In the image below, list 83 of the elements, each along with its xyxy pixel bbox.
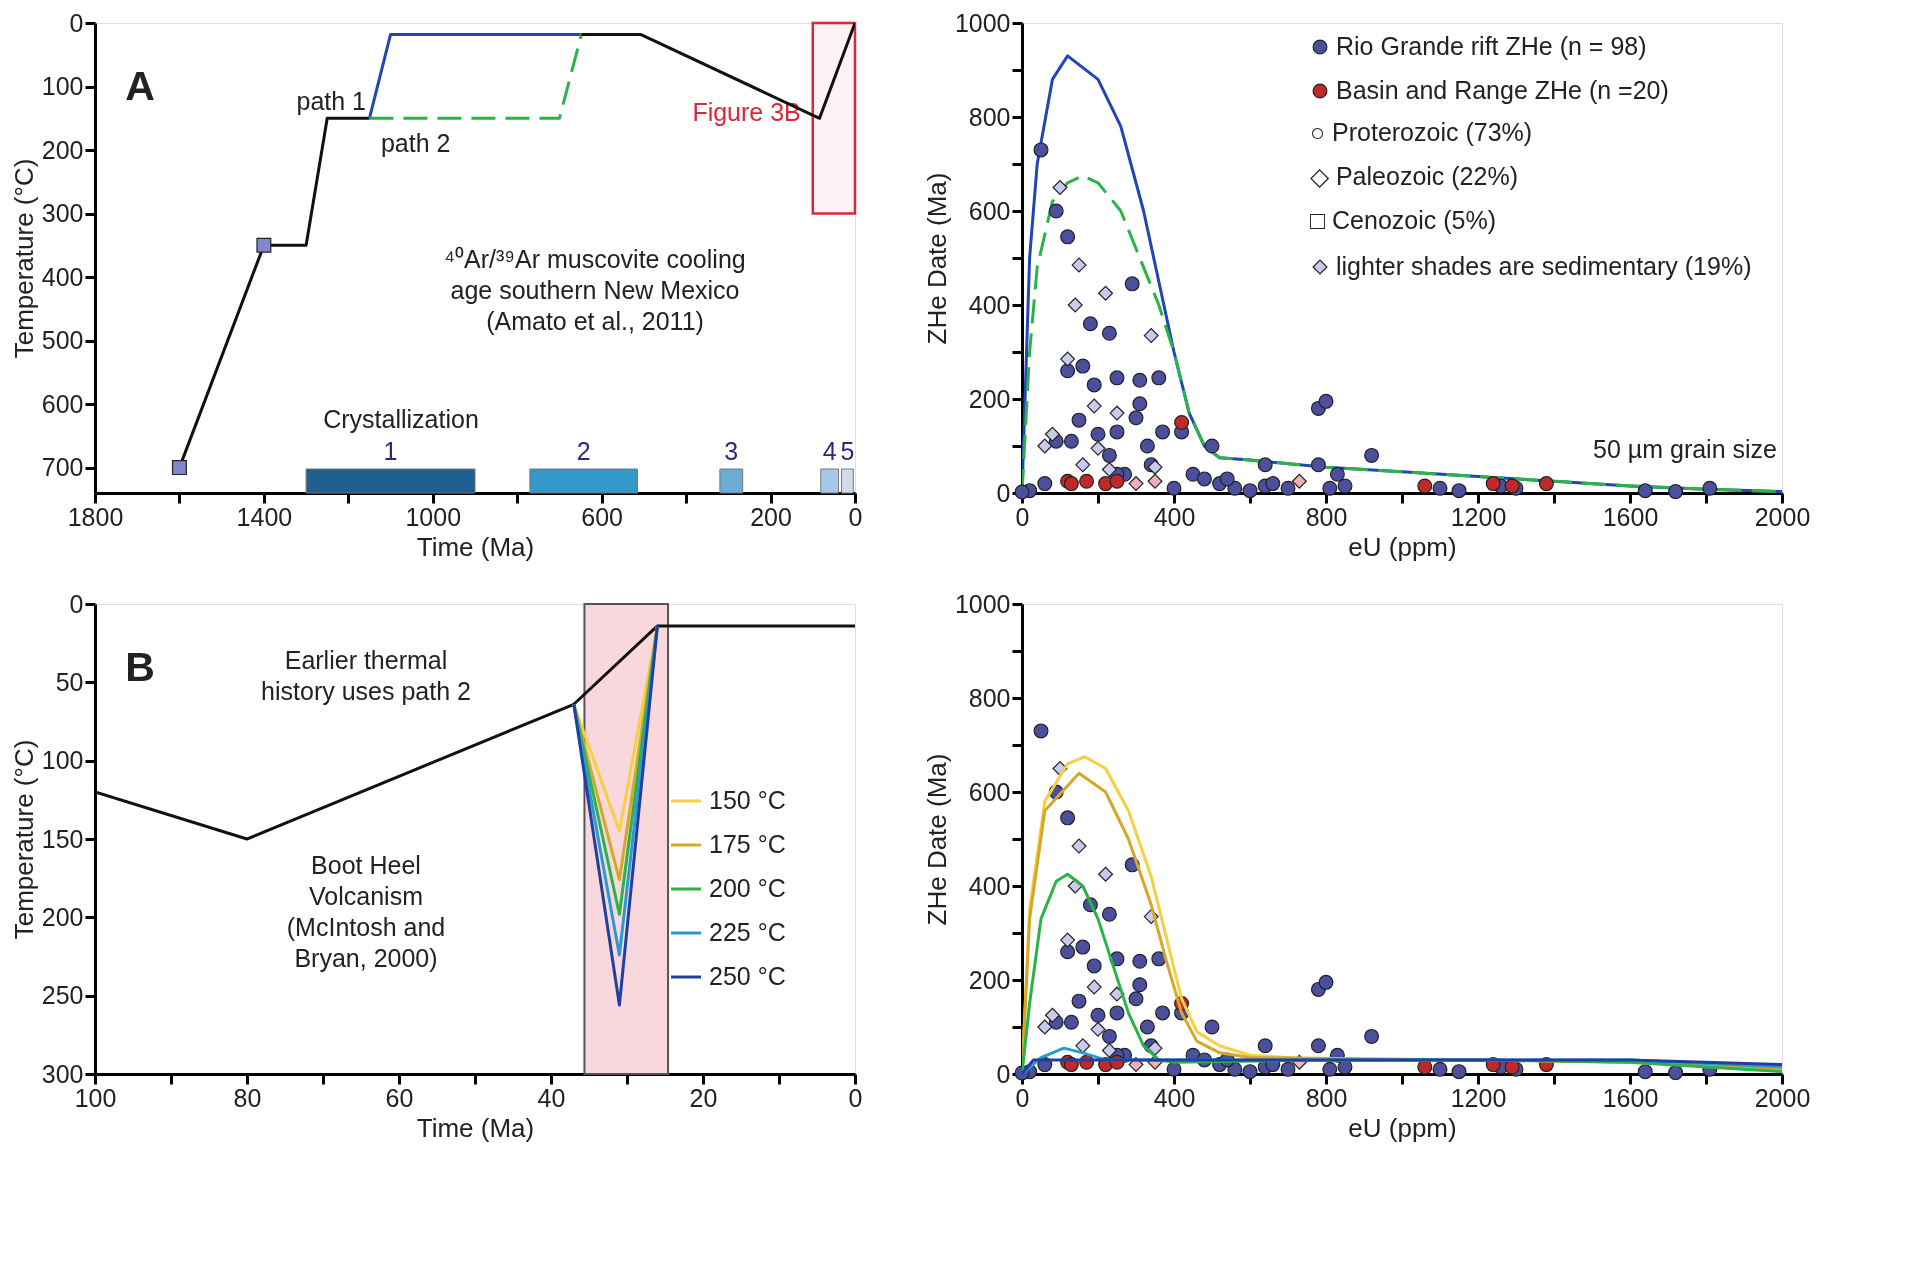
band-label: 1 bbox=[383, 437, 398, 465]
y-tick-label: 400 bbox=[968, 290, 1011, 319]
y-tick-label: 200 bbox=[41, 135, 84, 164]
x-tick-label: 80 bbox=[233, 1083, 262, 1112]
y-tick-label: 800 bbox=[968, 102, 1011, 131]
y-tick-label: 400 bbox=[41, 262, 84, 291]
annotation: Crystallization bbox=[323, 405, 479, 433]
x-tick-label: 0 bbox=[848, 1083, 863, 1112]
y-axis-title: ZHe Date (Ma) bbox=[921, 753, 952, 926]
annotation: ⁴⁰Ar/³⁹Ar muscovite cooling age southern New Mexico (Amato et al., 2011) bbox=[444, 245, 746, 335]
x-tick-label: 1600 bbox=[1602, 1083, 1659, 1112]
x-tick-label: 60 bbox=[385, 1083, 414, 1112]
y-axis-title: Temperature (°C) bbox=[8, 158, 39, 359]
x-axis-title: Time (Ma) bbox=[416, 531, 535, 562]
y-tick-label: 300 bbox=[41, 1059, 84, 1088]
y-tick-label: 100 bbox=[41, 746, 84, 775]
y-tick-label: 600 bbox=[968, 777, 1011, 806]
x-tick-label: 0 bbox=[1015, 1083, 1030, 1112]
y-tick-label: 0 bbox=[69, 589, 84, 618]
y-tick-label: 800 bbox=[968, 683, 1011, 712]
y-tick-label: 600 bbox=[968, 196, 1011, 225]
band-label: 4 bbox=[822, 437, 837, 465]
y-tick-label: 0 bbox=[996, 1059, 1011, 1088]
legend-label: 200 °C bbox=[709, 874, 786, 902]
x-tick-label: 800 bbox=[1305, 502, 1348, 531]
x-axis-title: Time (Ma) bbox=[416, 1112, 535, 1143]
y-tick-label: 1000 bbox=[954, 8, 1011, 37]
y-tick-label: 1000 bbox=[954, 589, 1011, 618]
y-tick-label: 400 bbox=[968, 871, 1011, 900]
annotation: A bbox=[125, 63, 155, 109]
annotation: B bbox=[125, 644, 155, 690]
legend-label: 250 °C bbox=[709, 962, 786, 990]
annotation: 50 µm grain size bbox=[1593, 435, 1777, 463]
legend-label: 175 °C bbox=[709, 830, 786, 858]
y-tick-label: 500 bbox=[41, 326, 84, 355]
series-label: path 1 bbox=[296, 87, 366, 116]
x-tick-label: 1200 bbox=[1450, 1083, 1507, 1112]
y-tick-label: 0 bbox=[996, 478, 1011, 507]
x-tick-label: 1800 bbox=[67, 502, 124, 531]
annotation: ○ Proterozoic (73%) bbox=[1310, 117, 1533, 146]
x-tick-label: 1000 bbox=[405, 502, 462, 531]
y-axis-title: Temperature (°C) bbox=[8, 739, 39, 940]
band-label: 2 bbox=[576, 437, 591, 465]
x-axis-title: eU (ppm) bbox=[1348, 1112, 1457, 1143]
annotation: □ Cenozoic (5%) bbox=[1310, 205, 1496, 234]
y-tick-label: 700 bbox=[41, 453, 84, 482]
legend-label: Basin and Range ZHe (n =20) bbox=[1336, 76, 1669, 104]
legend-label: 225 °C bbox=[709, 918, 786, 946]
y-tick-label: 250 bbox=[41, 981, 84, 1010]
y-tick-label: 0 bbox=[69, 8, 84, 37]
x-tick-label: 20 bbox=[689, 1083, 718, 1112]
x-tick-label: 2000 bbox=[1754, 1083, 1811, 1112]
band-label: 3 bbox=[724, 437, 739, 465]
y-tick-label: 50 bbox=[55, 667, 84, 696]
x-tick-label: 600 bbox=[581, 502, 624, 531]
legend-label: Rio Grande rift ZHe (n = 98) bbox=[1336, 32, 1647, 60]
x-tick-label: 1400 bbox=[236, 502, 293, 531]
annotation: Boot Heel Volcanism (McIntosh and Bryan, 2000) bbox=[286, 851, 446, 972]
x-tick-label: 40 bbox=[537, 1083, 566, 1112]
x-tick-label: 1600 bbox=[1602, 502, 1659, 531]
x-tick-label: 2000 bbox=[1754, 502, 1811, 531]
x-tick-label: 1200 bbox=[1450, 502, 1507, 531]
x-axis-title: eU (ppm) bbox=[1348, 531, 1457, 562]
y-tick-label: 200 bbox=[41, 902, 84, 931]
annotation: ◇ Paleozoic (22%) bbox=[1310, 161, 1518, 190]
x-tick-label: 400 bbox=[1153, 1083, 1196, 1112]
x-tick-label: 200 bbox=[750, 502, 792, 531]
series-label: path 2 bbox=[380, 129, 451, 158]
y-tick-label: 200 bbox=[968, 965, 1011, 994]
y-tick-label: 150 bbox=[41, 824, 84, 853]
annotation: Earlier thermal history uses path 2 bbox=[261, 646, 471, 705]
x-tick-label: 800 bbox=[1305, 1083, 1348, 1112]
y-tick-label: 200 bbox=[968, 384, 1011, 413]
y-tick-label: 100 bbox=[41, 72, 84, 101]
x-tick-label: 0 bbox=[848, 502, 863, 531]
legend-label: lighter shades are sedimentary (19%) bbox=[1336, 252, 1752, 280]
y-tick-label: 600 bbox=[41, 389, 84, 418]
x-tick-label: 400 bbox=[1153, 502, 1196, 531]
legend-label: 150 °C bbox=[709, 786, 786, 814]
y-tick-label: 300 bbox=[41, 199, 84, 228]
x-tick-label: 0 bbox=[1015, 502, 1030, 531]
y-axis-title: ZHe Date (Ma) bbox=[921, 172, 952, 345]
band-label: 5 bbox=[840, 437, 855, 465]
